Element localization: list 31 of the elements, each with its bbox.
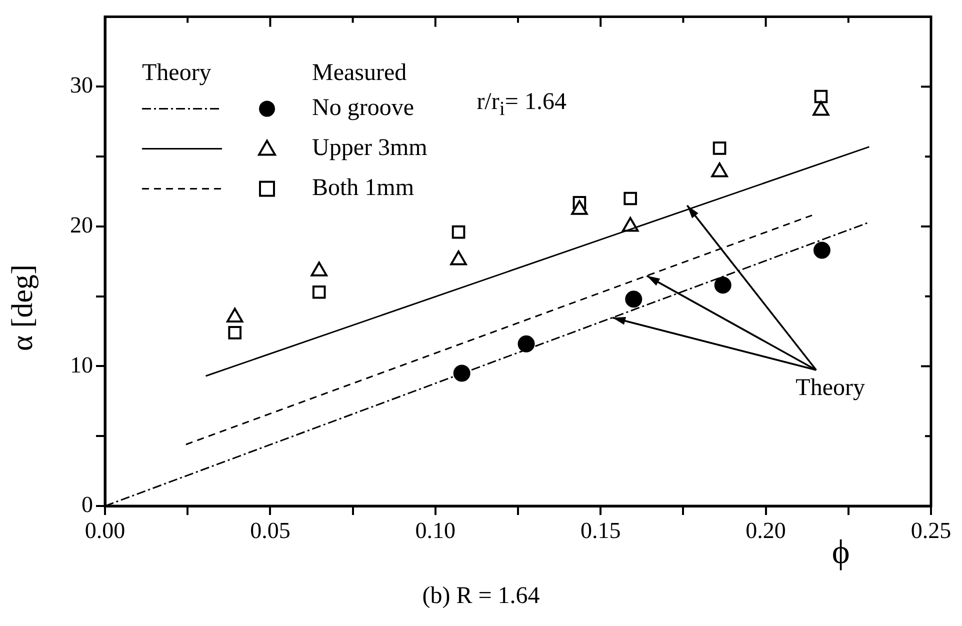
point (518, 335, 535, 352)
x-tick-label: 0.15 (580, 518, 621, 543)
legend-label: Both 1mm (312, 174, 414, 201)
legend-title: Measured (312, 60, 407, 86)
point (712, 142, 726, 155)
annotation: r/r$_{i}$= 1.64 (476, 89, 566, 120)
point (625, 290, 642, 308)
point (452, 225, 466, 239)
y-tick-label: 0 (82, 492, 93, 518)
point (813, 242, 830, 259)
legend-label: Upper 3mm (312, 134, 428, 161)
annotation: Theory (142, 60, 212, 86)
point (814, 90, 828, 104)
y-axis-title: α [deg] (6, 264, 39, 352)
y-tick-label: 30 (70, 72, 93, 98)
point (714, 276, 732, 294)
y-tick-label: 10 (70, 352, 93, 378)
point (228, 326, 242, 340)
x-tick-label: 0.00 (84, 518, 126, 543)
y-tick-label: 20 (70, 212, 93, 238)
x-axis-title: ϕ (832, 534, 850, 571)
text: (b) R = 1.64 (421, 583, 541, 609)
point (312, 285, 326, 299)
x-tick-label: 0.20 (746, 518, 786, 543)
annotation: Theory (796, 375, 865, 401)
point (624, 192, 637, 206)
x-tick-label: 0.10 (415, 518, 456, 543)
point (453, 364, 470, 382)
x-tick-label: 0.05 (250, 518, 290, 543)
legend-label: No groove (312, 94, 414, 121)
x-tick-label: 0.25 (910, 518, 952, 543)
